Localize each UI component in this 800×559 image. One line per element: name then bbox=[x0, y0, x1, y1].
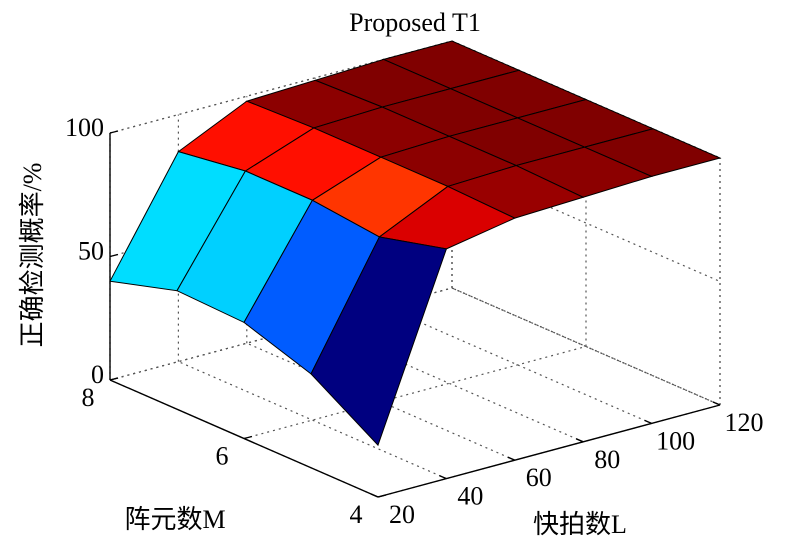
x-tick bbox=[575, 438, 584, 443]
y-tick-label: 6 bbox=[216, 441, 229, 470]
y-tick bbox=[243, 435, 253, 440]
x-tick-label: 60 bbox=[526, 463, 552, 492]
grid-line bbox=[383, 305, 652, 424]
x-tick bbox=[507, 456, 516, 461]
y-tick bbox=[377, 494, 387, 498]
x-tick bbox=[644, 419, 652, 425]
grid-line bbox=[451, 287, 721, 406]
x-tick bbox=[712, 401, 721, 406]
x-tick bbox=[439, 474, 447, 480]
z-tick-label: 50 bbox=[78, 236, 104, 265]
chart-title: Proposed T1 bbox=[349, 8, 481, 37]
x-tick bbox=[370, 493, 379, 498]
z-tick-label: 0 bbox=[91, 360, 104, 389]
grid-line bbox=[246, 342, 516, 461]
z-tick bbox=[109, 130, 119, 134]
z-tick-label: 100 bbox=[65, 113, 104, 142]
x-tick-label: 20 bbox=[389, 500, 415, 529]
y-tick bbox=[109, 377, 119, 381]
grid-line bbox=[451, 287, 721, 406]
surface-face bbox=[310, 236, 448, 447]
x-axis bbox=[377, 404, 721, 498]
x-tick-label: 120 bbox=[725, 408, 764, 437]
grid-line bbox=[178, 361, 447, 480]
x-tick-label: 40 bbox=[457, 482, 483, 511]
grid-line bbox=[243, 345, 587, 440]
x-tick-label: 80 bbox=[594, 445, 620, 474]
z-tick bbox=[109, 253, 119, 258]
y-tick-label: 4 bbox=[350, 500, 363, 529]
x-axis-label: 快拍数L bbox=[533, 510, 627, 539]
y-tick-label: 8 bbox=[82, 383, 95, 412]
y-axis-label: 阵元数M bbox=[124, 505, 225, 534]
grid-line bbox=[314, 324, 584, 443]
x-tick-label: 100 bbox=[656, 426, 695, 455]
z-axis-label: 正确检测概率/% bbox=[18, 163, 47, 348]
